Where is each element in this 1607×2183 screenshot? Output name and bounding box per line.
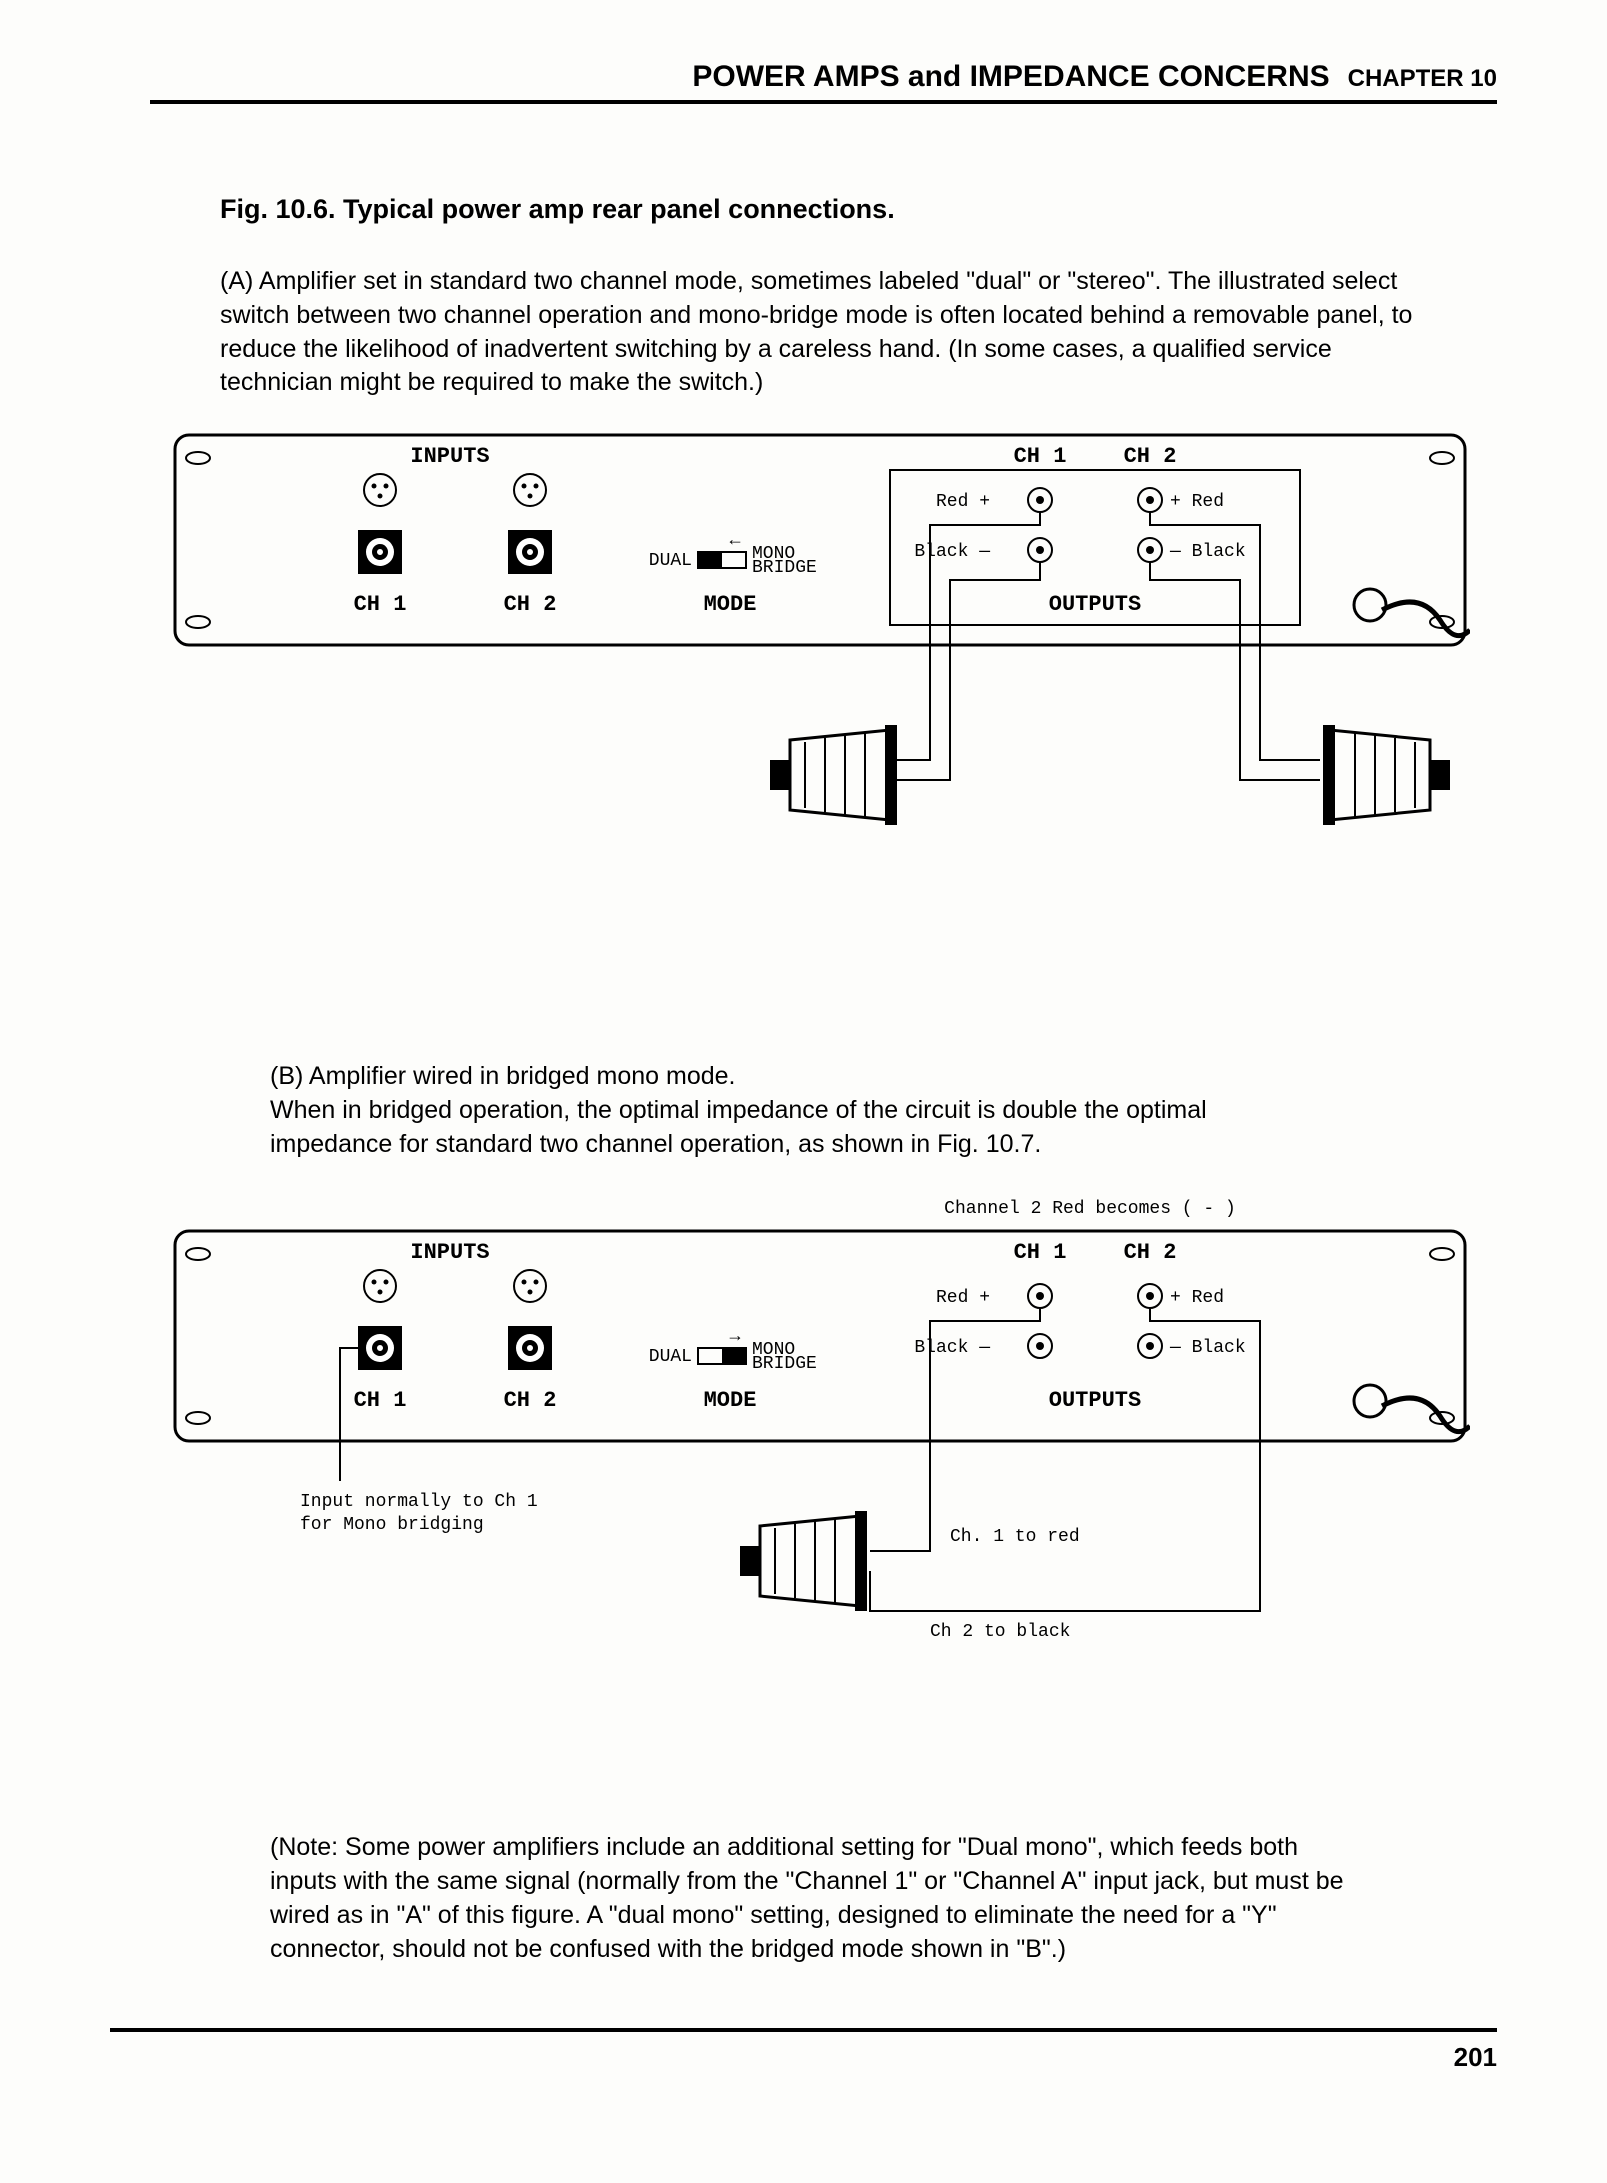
arrow-left-icon: ← (730, 531, 741, 551)
ch2-to-black-label: Ch 2 to black (930, 1622, 1070, 1642)
diagram-a: INPUTS CH 1 CH 2 ← DUAL (170, 430, 1457, 860)
input-ch1-label: CH 1 (354, 592, 407, 617)
ch2-becomes-neg-label: Channel 2 Red becomes ( - ) (944, 1199, 1236, 1219)
input-ch1-b-label: CH 1 (354, 1388, 407, 1413)
section-a-text: (A) Amplifier set in standard two channe… (220, 265, 1417, 400)
jack-ch2-icon (508, 530, 552, 574)
input-note-1: Input normally to Ch 1 (300, 1492, 538, 1512)
jack-ch1-icon (358, 530, 402, 574)
section-b-text: (B) Amplifier wired in bridged mono mode… (270, 1060, 1297, 1161)
outputs-b-label: OUTPUTS (1049, 1388, 1141, 1413)
jack-ch1-b-icon (358, 1326, 402, 1370)
input-note-2: for Mono bridging (300, 1515, 484, 1535)
dual-label: DUAL (649, 551, 692, 571)
speaker-mono-icon (740, 1511, 867, 1611)
out-ch1-b-label: CH 1 (1014, 1240, 1067, 1265)
header-title: POWER AMPS and IMPEDANCE CONCERNS (692, 60, 1329, 94)
inputs-label-b: INPUTS (410, 1240, 489, 1265)
header-chapter: CHAPTER 10 (1348, 65, 1497, 93)
figure-caption: Fig. 10.6. Typical power amp rear panel … (220, 194, 1497, 225)
diagram-b-svg: Channel 2 Red becomes ( - ) INPUTS (170, 1191, 1470, 1681)
speaker-right-icon (1323, 725, 1450, 825)
note-text: (Note: Some power amplifiers include an … (270, 1831, 1347, 1966)
black-right-label: — Black (1169, 542, 1246, 562)
diagram-a-svg: INPUTS CH 1 CH 2 ← DUAL (170, 430, 1470, 860)
speaker-left-icon (770, 725, 897, 825)
red-right-label: + Red (1170, 492, 1224, 512)
mode-label: MODE (704, 592, 757, 617)
diagram-b: Channel 2 Red becomes ( - ) INPUTS (170, 1191, 1457, 1681)
power-cable-b-icon (1354, 1385, 1470, 1432)
out-ch1-label: CH 1 (1014, 444, 1067, 469)
power-cable-icon (1354, 589, 1470, 636)
bridge-label-b: BRIDGE (752, 1354, 817, 1374)
black-left-b-label: Black — (914, 1338, 990, 1358)
red-left-b-label: Red + (936, 1288, 990, 1308)
binding-post-b-icon (1028, 1284, 1162, 1358)
input-ch2-label: CH 2 (504, 592, 557, 617)
arrow-right-icon: → (730, 1327, 741, 1347)
page-footer: 201 (110, 2028, 1497, 2073)
outputs-label: OUTPUTS (1049, 592, 1141, 617)
black-right-b-label: — Black (1169, 1338, 1246, 1358)
bridge-label: BRIDGE (752, 558, 817, 578)
input-ch2-b-label: CH 2 (504, 1388, 557, 1413)
out-ch2-b-label: CH 2 (1124, 1240, 1177, 1265)
mode-label-b: MODE (704, 1388, 757, 1413)
xlr-ch1-b-icon (364, 1270, 396, 1302)
xlr-ch2-icon (514, 474, 546, 506)
out-ch2-label: CH 2 (1124, 444, 1177, 469)
page: POWER AMPS and IMPEDANCE CONCERNS CHAPTE… (0, 0, 1607, 2183)
jack-ch2-b-icon (508, 1326, 552, 1370)
black-left-label: Black — (914, 542, 990, 562)
page-number: 201 (1454, 2042, 1497, 2072)
xlr-ch1-icon (364, 474, 396, 506)
red-left-label: Red + (936, 492, 990, 512)
page-header: POWER AMPS and IMPEDANCE CONCERNS CHAPTE… (150, 60, 1497, 104)
xlr-ch2-b-icon (514, 1270, 546, 1302)
binding-post-icon (1028, 488, 1162, 562)
red-right-b-label: + Red (1170, 1288, 1224, 1308)
dual-label-b: DUAL (649, 1347, 692, 1367)
inputs-label: INPUTS (410, 444, 489, 469)
ch1-to-red-label: Ch. 1 to red (950, 1527, 1080, 1547)
